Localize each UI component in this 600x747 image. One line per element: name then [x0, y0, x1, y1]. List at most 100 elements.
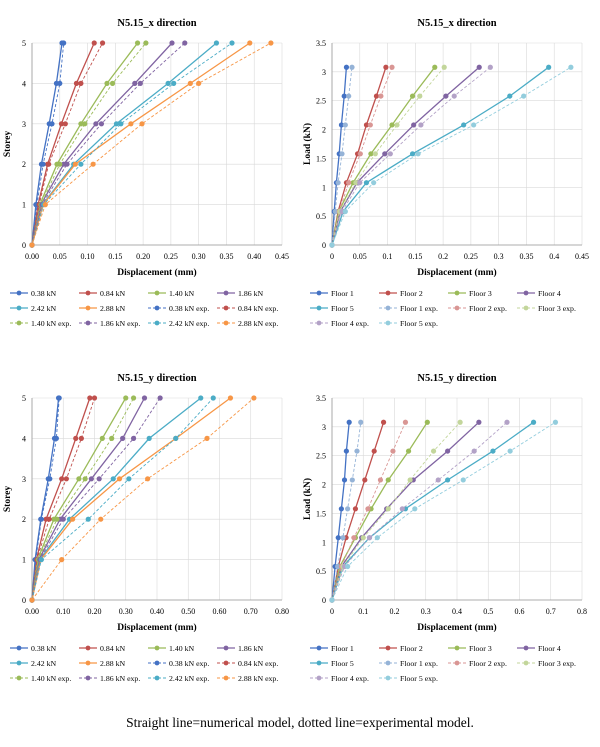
data-point [38, 516, 44, 522]
data-point [165, 80, 171, 86]
legend-item: 0.38 kN [10, 644, 56, 653]
legend-marker [316, 290, 322, 296]
series-experimental [29, 40, 274, 248]
legend-item: Floor 5 exp. [379, 319, 438, 328]
legend-marker [316, 645, 322, 651]
series-line [31, 397, 202, 601]
legend-label: 2.88 kN [100, 304, 125, 313]
y-tick-label: 1 [22, 556, 26, 565]
data-point [389, 122, 395, 128]
legend-marker [16, 305, 22, 311]
series-line [31, 397, 95, 601]
data-point [332, 208, 338, 215]
legend-item: 1.86 kN [217, 289, 263, 298]
legend-label: 1.40 kN exp. [31, 674, 71, 683]
legend-item: Floor 5 [310, 659, 354, 668]
data-point [471, 448, 477, 454]
series-experimental [329, 64, 493, 248]
series-line [331, 421, 556, 601]
legend-label: Floor 1 exp. [400, 659, 438, 668]
legend-item: Floor 2 exp. [448, 304, 507, 313]
data-point [91, 395, 98, 401]
y-tick-label: 2 [22, 160, 26, 169]
series-line [31, 42, 147, 246]
legend-marker [454, 305, 460, 311]
legend-item: 2.42 kN exp. [148, 319, 209, 328]
legend-label: 1.40 kN exp. [31, 319, 71, 328]
x-tick-label: 0.8 [577, 607, 587, 616]
series-line [31, 42, 251, 246]
data-point [345, 506, 351, 512]
legend-item: 2.42 kN [10, 659, 56, 668]
data-point [210, 395, 216, 401]
data-point [42, 202, 48, 208]
data-point [367, 122, 373, 128]
data-point [198, 395, 204, 401]
legend-marker [85, 645, 91, 651]
legend-marker [316, 320, 322, 326]
legend-item: Floor 3 [448, 289, 492, 298]
legend-item: 0.38 kN [10, 289, 56, 298]
data-point [134, 40, 141, 46]
data-point [374, 535, 380, 541]
data-point [78, 435, 84, 441]
data-point [93, 121, 99, 127]
legend-marker [223, 675, 229, 681]
x-tick-label: 0.4 [452, 607, 462, 616]
data-point [46, 161, 52, 167]
data-point [407, 477, 413, 483]
legend-marker [523, 305, 529, 311]
data-point [451, 93, 457, 99]
x-tick-label: 0.40 [247, 252, 261, 261]
x-tick-label: 0.45 [575, 252, 589, 261]
data-point [57, 80, 63, 86]
legend-item: Floor 4 [517, 289, 561, 298]
data-point [402, 419, 409, 425]
data-point [357, 151, 363, 157]
series-line [31, 42, 103, 246]
series-line [31, 42, 173, 246]
data-point [335, 180, 341, 186]
legend-marker [85, 675, 91, 681]
chart-title: N5.15_x direction [417, 18, 496, 29]
data-point [213, 40, 220, 46]
legend-item: 0.84 kN [79, 644, 125, 653]
data-point [341, 477, 348, 483]
x-tick-label: 0.7 [546, 607, 556, 616]
data-point [29, 597, 35, 603]
data-point [82, 121, 88, 127]
legend-item: 2.42 kN [10, 304, 56, 313]
legend-item: Floor 2 [379, 289, 423, 298]
data-point [385, 477, 391, 483]
legend-item: Floor 4 [517, 644, 561, 653]
legend-label: 0.84 kN [100, 644, 125, 653]
data-point [445, 477, 451, 483]
legend-item: 0.84 kN [79, 289, 125, 298]
data-point [76, 476, 82, 482]
series-line [31, 397, 134, 601]
data-point [78, 161, 84, 167]
x-tick-label: 0.00 [25, 252, 39, 261]
legend-marker [523, 645, 529, 651]
figure-footnote: Straight line=numerical model, dotted li… [126, 715, 474, 730]
legend-label: 2.88 kN [100, 659, 125, 668]
data-point [445, 448, 451, 454]
y-tick-label: 4 [22, 434, 26, 443]
data-point [40, 161, 46, 167]
legend-item: 0.84 kN exp. [217, 659, 278, 668]
x-tick-label: 0.3 [421, 607, 431, 616]
data-point [490, 448, 496, 454]
data-point [390, 448, 396, 454]
chart-storey-x: N5.15_x direction 0.00 0.05 0.10 0.15 0.20 0.2… [0, 0, 300, 350]
x-tick-label: 0.30 [192, 252, 206, 261]
data-point [169, 40, 175, 46]
legend-label: Floor 5 [331, 659, 354, 668]
data-point [371, 180, 377, 186]
legend-marker [16, 645, 22, 651]
legend-label: 0.38 kN exp. [169, 659, 209, 668]
data-point [351, 535, 357, 541]
series-line [331, 421, 461, 601]
legend-item: Floor 5 [310, 304, 354, 313]
data-point [116, 476, 123, 482]
data-point [471, 122, 477, 128]
